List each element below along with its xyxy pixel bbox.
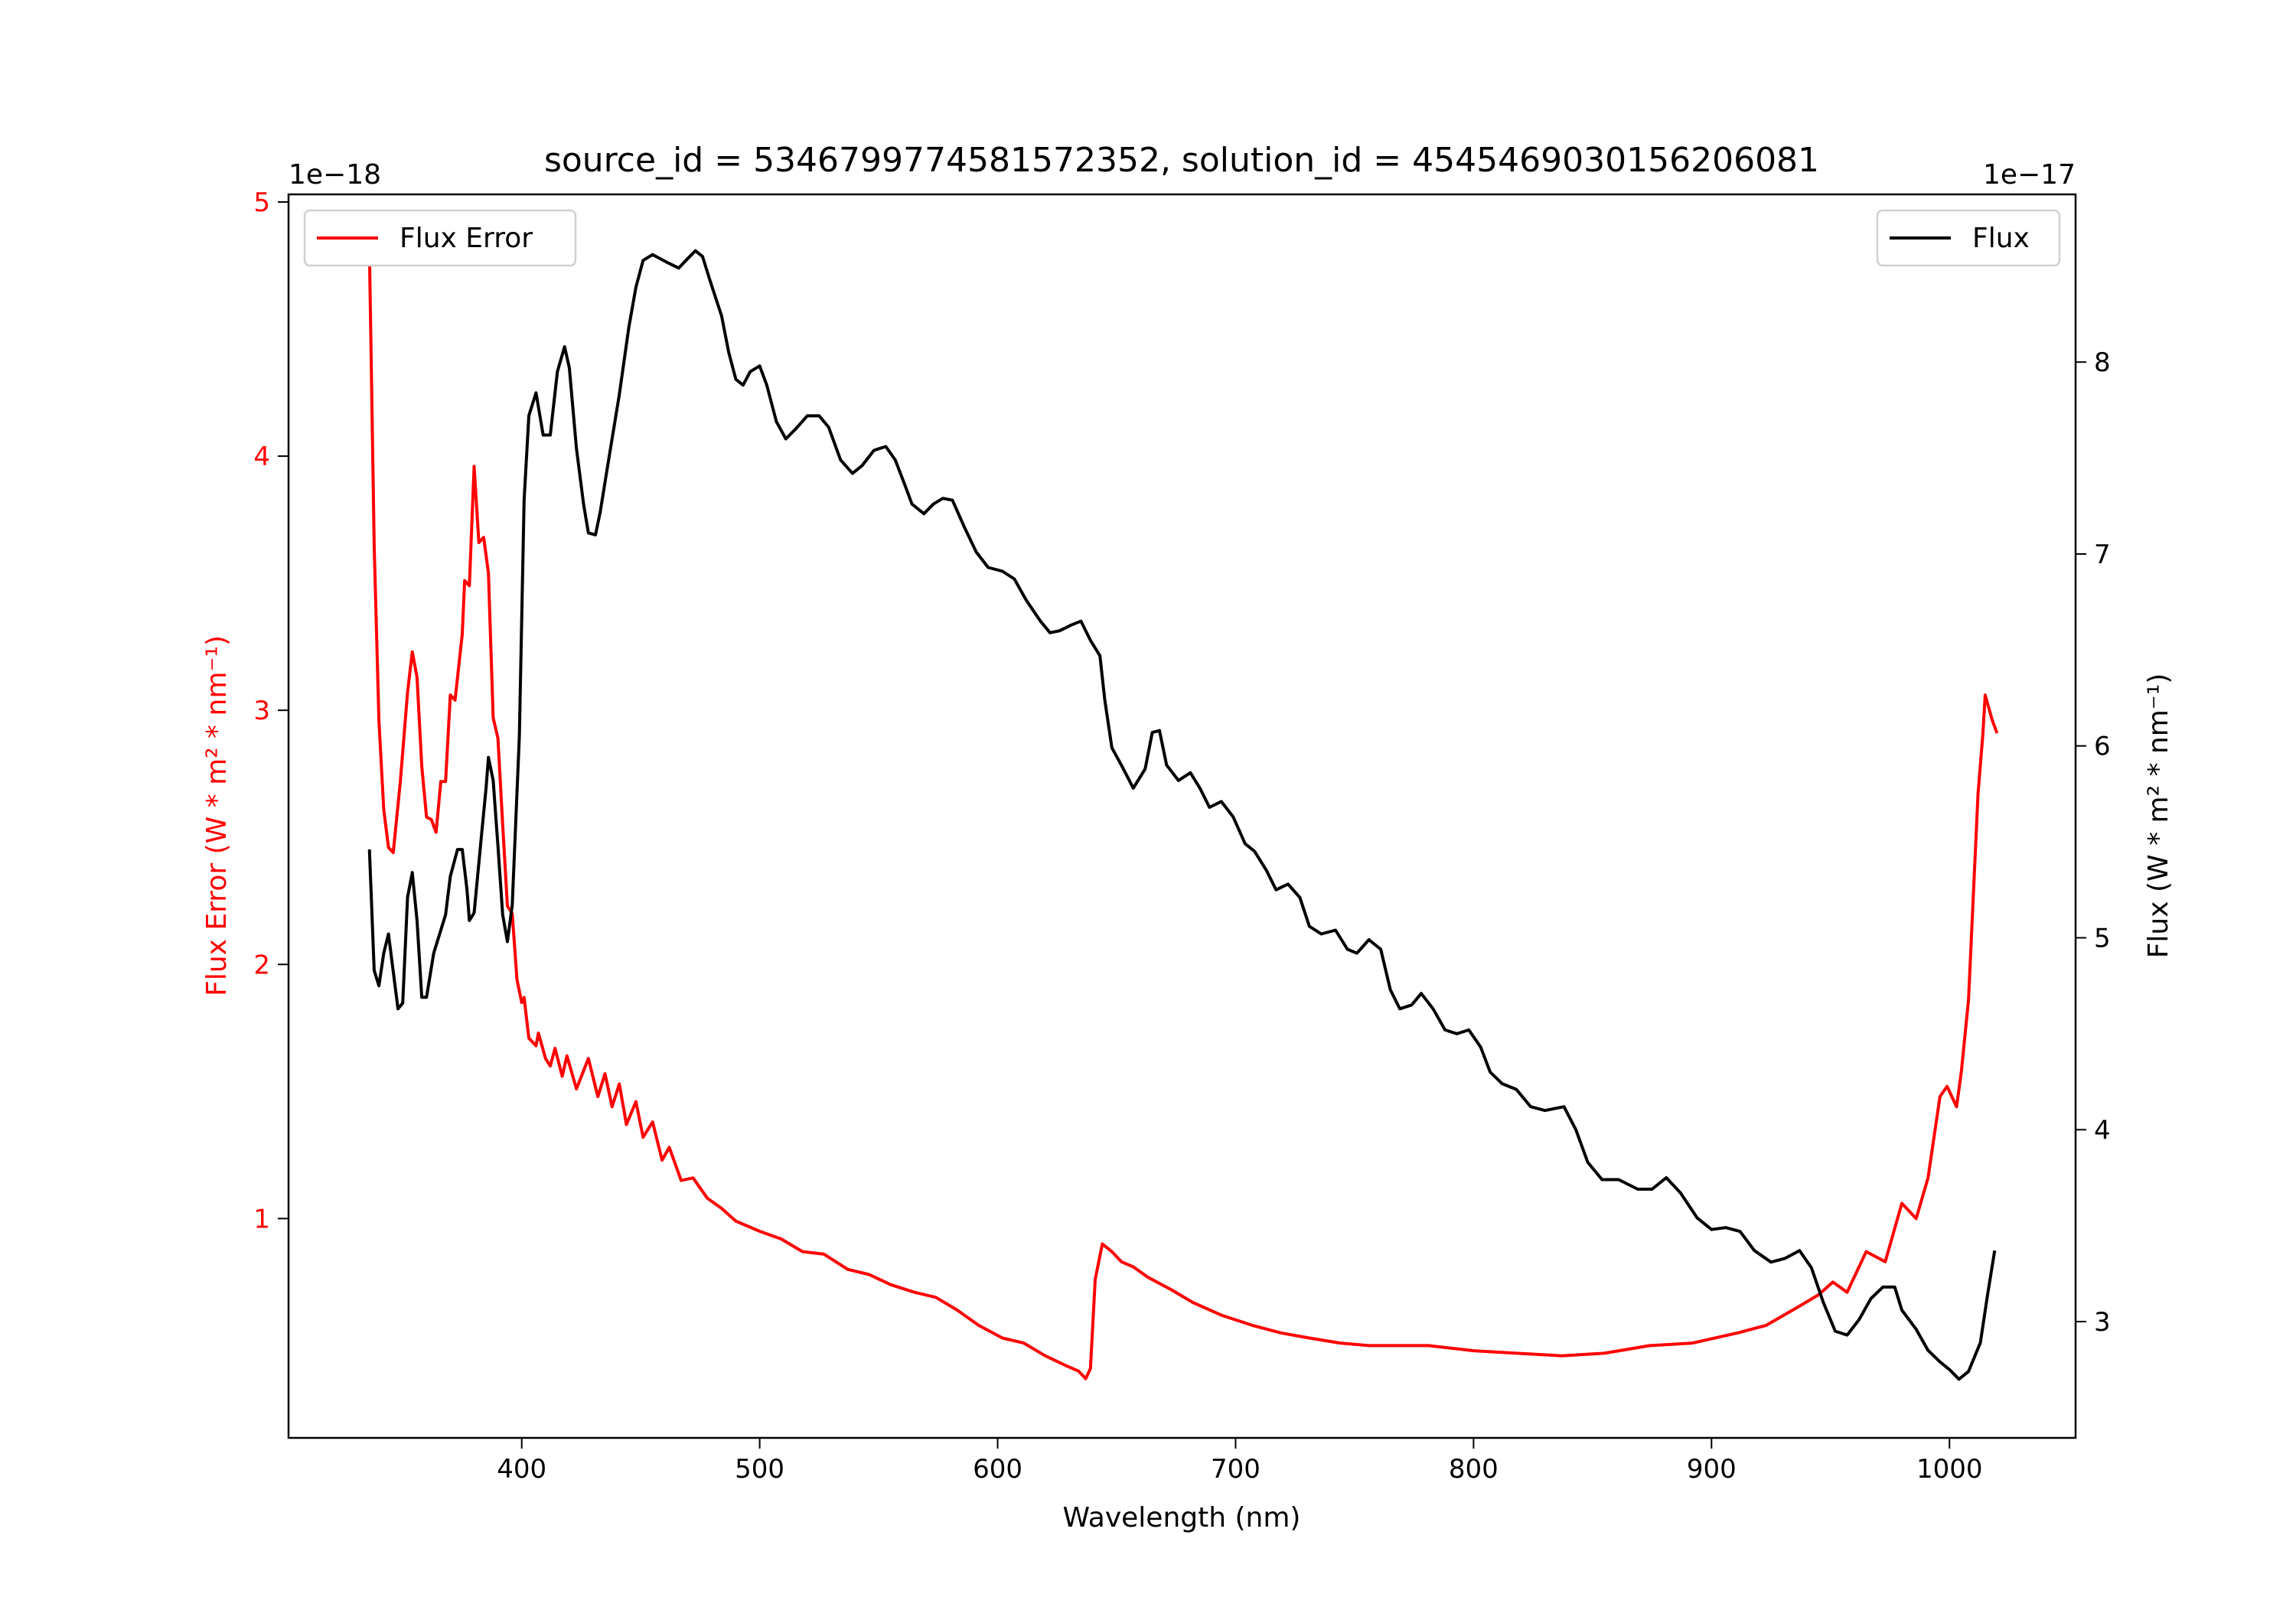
legend-flux: Flux (1876, 209, 2061, 267)
right-y-tick-label: 8 (2094, 347, 2111, 378)
flux-error-line (367, 250, 1999, 1380)
left-axis-label: Flux Error (W * m² * nm⁻¹) (201, 635, 233, 996)
right-y-tick-label: 6 (2094, 732, 2111, 762)
right-axis-offset: 1e−17 (1983, 159, 2076, 191)
right-y-tick-label: 3 (2094, 1307, 2111, 1338)
plot-frame (287, 193, 2077, 1439)
left-y-tick-label: 4 (253, 442, 270, 472)
right-y-tick-label: 7 (2094, 539, 2111, 570)
left-y-tick-label: 5 (253, 187, 270, 218)
x-tick-label: 1000 (1916, 1454, 1983, 1485)
legend-label: Flux Error (400, 223, 533, 254)
chart-title: source_id = 5346799774581572352, solutio… (544, 141, 1819, 180)
left-y-tick-label: 3 (253, 696, 270, 726)
legend-label: Flux (1972, 223, 2030, 254)
left-y-tick-label: 2 (253, 950, 270, 980)
x-tick-label: 900 (1687, 1454, 1737, 1485)
left-y-tick-label: 1 (253, 1204, 270, 1234)
right-y-tick-label: 5 (2094, 923, 2111, 953)
x-tick-label: 500 (735, 1454, 784, 1485)
flux-line (367, 249, 1997, 1381)
left-axis-offset: 1e−18 (289, 159, 381, 191)
x-tick-label: 400 (497, 1454, 546, 1485)
legend-box (303, 209, 577, 267)
x-tick-label: 600 (973, 1454, 1022, 1485)
x-axis-label: Wavelength (nm) (1063, 1502, 1301, 1534)
legend-box (1876, 209, 2061, 267)
legend-flux-error: Flux Error (303, 209, 577, 267)
right-axis-label: Flux (W * m² * nm⁻¹) (2143, 673, 2174, 959)
right-y-tick-label: 4 (2094, 1115, 2111, 1146)
x-tick-label: 800 (1449, 1454, 1499, 1485)
x-tick-label: 700 (1211, 1454, 1261, 1485)
